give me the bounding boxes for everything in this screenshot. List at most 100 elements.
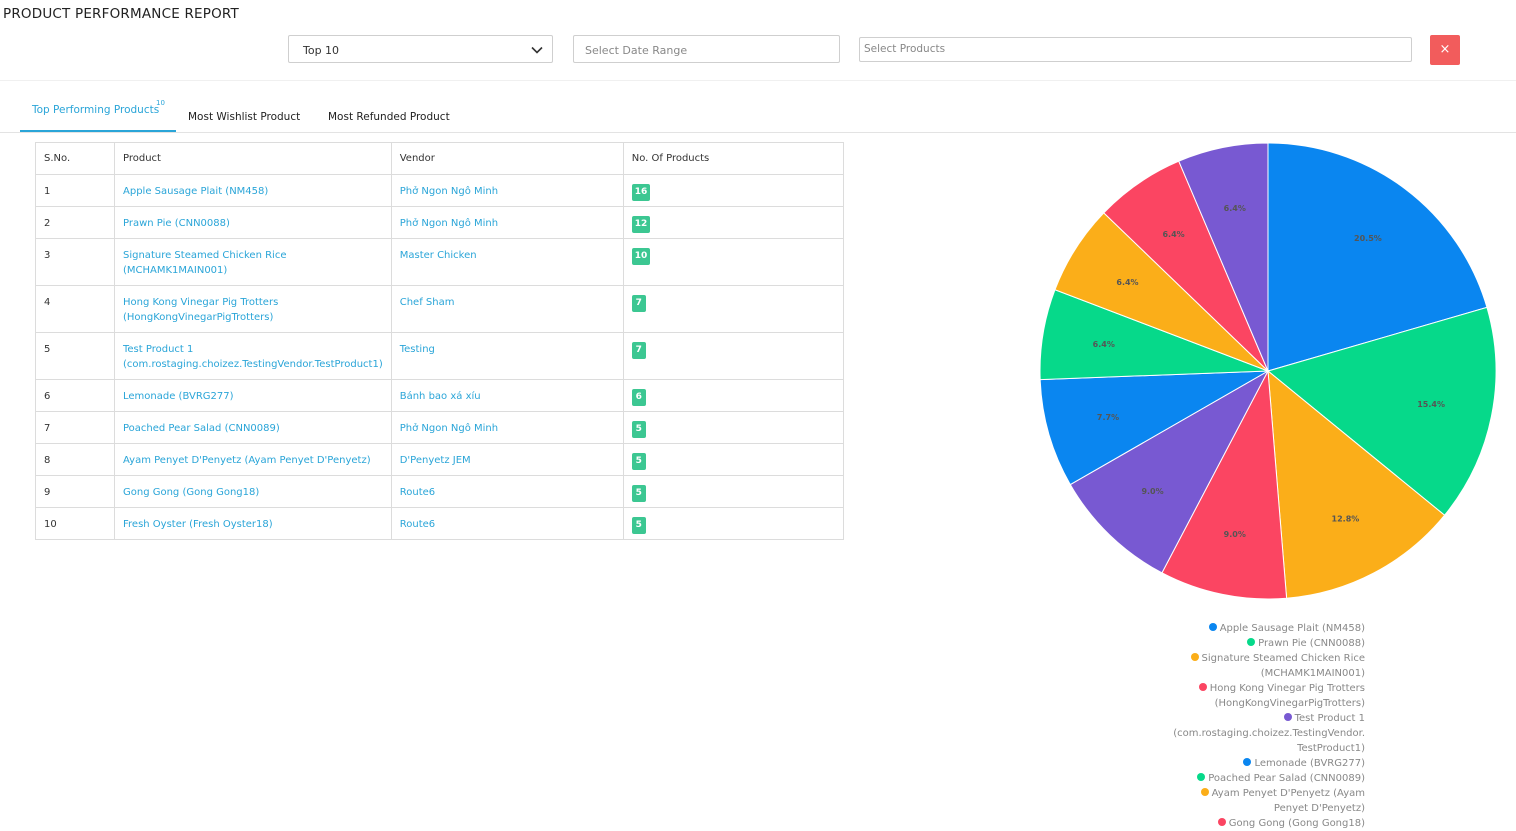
count-cell: 6 — [622, 379, 845, 412]
legend-color-dot — [1208, 623, 1217, 631]
table-row: 2 Prawn Pie (CNN0088) Phở Ngon Ngô Minh 12 — [35, 206, 845, 239]
vendor-link[interactable]: Master Chicken — [390, 238, 624, 286]
report-tabs: Top Performing Products 10 Most Wishlist… — [0, 98, 1516, 133]
table-row: 9 Gong Gong (Gong Gong18) Route6 5 — [35, 475, 845, 508]
count-cell: 10 — [622, 238, 845, 286]
pie-slice[interactable] — [1267, 142, 1488, 372]
product-link[interactable]: Poached Pear Salad (CNN0089) — [114, 411, 392, 444]
count-badge: 7 — [631, 342, 646, 359]
legend-item[interactable]: Hong Kong Vinegar Pig Trotters (HongKongV… — [1150, 681, 1365, 711]
product-link[interactable]: Signature Steamed Chicken Rice (MCHAMK1M… — [114, 238, 392, 286]
legend-label: (com.rostaging.choizez.TestingVendor. — [1150, 726, 1365, 741]
tab-most-refunded-product[interactable]: Most Refunded Product — [316, 98, 456, 132]
count-cell: 7 — [622, 332, 845, 380]
table-body: 1 Apple Sausage Plait (NM458) Phở Ngon Ngô… — [35, 174, 845, 540]
legend-item[interactable]: Prawn Pie (CNN0088) — [1150, 636, 1365, 651]
legend-label: Gong Gong (Gong Gong18) — [1150, 816, 1365, 831]
count-cell: 16 — [622, 174, 845, 207]
legend-item[interactable]: Signature Steamed Chicken Rice (MCHAMK1MA… — [1150, 651, 1365, 681]
tab-count-badge: 10 — [156, 99, 165, 107]
legend-label: Signature Steamed Chicken Rice — [1150, 651, 1365, 666]
legend-item[interactable]: Test Product 1 (com.rostaging.choizez.Tes… — [1150, 711, 1365, 756]
vendor-link[interactable]: Phở Ngon Ngô Minh — [390, 174, 624, 207]
vendor-link[interactable]: Testing — [390, 332, 624, 380]
pie-slice[interactable] — [1266, 306, 1497, 516]
count-badge: 7 — [631, 295, 646, 312]
product-link[interactable]: Gong Gong (Gong Gong18) — [114, 475, 392, 508]
tab-most-wishlist-product[interactable]: Most Wishlist Product — [176, 98, 304, 132]
legend-color-dot — [1198, 683, 1207, 691]
vendor-link[interactable]: Bánh bao xá xíu — [390, 379, 624, 412]
legend-item[interactable]: Lemonade (BVRG277) — [1150, 756, 1365, 771]
product-link[interactable]: Fresh Oyster (Fresh Oyster18) — [114, 507, 392, 540]
column-header-product[interactable]: Product — [114, 142, 392, 175]
pie-slice-label: 9.0% — [1224, 530, 1246, 539]
product-link[interactable]: Apple Sausage Plait (NM458) — [114, 174, 392, 207]
top-n-select[interactable]: Top 10 — [288, 35, 553, 63]
count-badge: 10 — [631, 248, 651, 265]
pie-slice[interactable] — [1161, 369, 1288, 600]
legend-label: Ayam Penyet D'Penyetz (Ayam — [1150, 786, 1365, 801]
product-link[interactable]: Prawn Pie (CNN0088) — [114, 206, 392, 239]
table-row: 10 Fresh Oyster (Fresh Oyster18) Route6 5 — [35, 507, 845, 540]
select-products-input[interactable]: Select Products — [859, 37, 1412, 62]
legend-label: (MCHAMK1MAIN001) — [1150, 666, 1365, 681]
pie-slice-label: 20.5% — [1354, 234, 1382, 243]
legend-item[interactable]: Ayam Penyet D'Penyetz (Ayam Penyet D'Peny… — [1150, 786, 1365, 816]
legend-item[interactable]: Gong Gong (Gong Gong18) — [1150, 816, 1365, 831]
sno-cell: 2 — [35, 206, 115, 239]
product-share-pie-chart: 20.5% 15.4% 12.8% 9.0% 9.0% 7.7% 6.4% 6.4% 6.4% 6… — [1030, 133, 1510, 613]
sno-cell: 3 — [35, 238, 115, 286]
pie-slice-label: 15.4% — [1417, 400, 1445, 409]
legend-item[interactable]: Apple Sausage Plait (NM458) — [1150, 621, 1365, 636]
legend-label: Hong Kong Vinegar Pig Trotters — [1150, 681, 1365, 696]
vendor-link[interactable]: Chef Sham — [390, 285, 624, 333]
legend-text: Gong Gong (Gong Gong18) — [1228, 818, 1365, 829]
count-badge: 5 — [631, 453, 646, 470]
pie-slice[interactable] — [1178, 142, 1269, 372]
vendor-link[interactable]: Phở Ngon Ngô Minh — [390, 411, 624, 444]
pie-slice-label: 12.8% — [1332, 514, 1360, 523]
pie-slice-label: 6.4% — [1116, 278, 1138, 287]
product-link[interactable]: Ayam Penyet D'Penyetz (Ayam Penyet D'Pen… — [114, 443, 392, 476]
date-range-input[interactable]: Select Date Range — [573, 35, 840, 63]
count-cell: 5 — [622, 411, 845, 444]
count-badge: 6 — [631, 389, 646, 406]
legend-item[interactable]: Poached Pear Salad (CNN0089) — [1150, 771, 1365, 786]
clear-filters-button[interactable]: × — [1430, 35, 1460, 65]
pie-slice[interactable] — [1267, 369, 1446, 599]
pie-slice-label: 9.0% — [1141, 487, 1163, 496]
sno-cell: 4 — [35, 285, 115, 333]
product-link[interactable]: Test Product 1 (com.rostaging.choizez.Te… — [114, 332, 392, 380]
pie-slice[interactable] — [1069, 369, 1270, 574]
sno-cell: 5 — [35, 332, 115, 380]
count-cell: 5 — [622, 507, 845, 540]
vendor-link[interactable]: Route6 — [390, 475, 624, 508]
column-header-count[interactable]: No. Of Products — [622, 142, 845, 175]
report-header: PRODUCT PERFORMANCE REPORT Top 10 Select… — [0, 0, 1516, 81]
legend-label: Lemonade (BVRG277) — [1150, 756, 1365, 771]
product-link[interactable]: Lemonade (BVRG277) — [114, 379, 392, 412]
chevron-down-icon — [531, 46, 543, 54]
tab-top-performing-products[interactable]: Top Performing Products 10 — [20, 98, 176, 132]
sno-cell: 7 — [35, 411, 115, 444]
tab-label: Most Refunded Product — [328, 111, 450, 123]
legend-label: Penyet D'Penyetz) — [1150, 801, 1365, 816]
count-cell: 12 — [622, 206, 845, 239]
product-link[interactable]: Hong Kong Vinegar Pig Trotters (HongKong… — [114, 285, 392, 333]
page-title: PRODUCT PERFORMANCE REPORT — [3, 6, 239, 22]
legend-label: Poached Pear Salad (CNN0089) — [1150, 771, 1365, 786]
vendor-link[interactable]: D'Penyetz JEM — [390, 443, 624, 476]
table-row: 4 Hong Kong Vinegar Pig Trotters (HongKon… — [35, 285, 845, 333]
table-row: 5 Test Product 1 (com.rostaging.choizez.T… — [35, 332, 845, 380]
column-header-sno[interactable]: S.No. — [35, 142, 115, 175]
column-header-vendor[interactable]: Vendor — [390, 142, 624, 175]
table-row: 7 Poached Pear Salad (CNN0089) Phở Ngon Ng… — [35, 411, 845, 444]
tab-label: Top Performing Products — [32, 104, 160, 116]
pie-slice-label: 6.4% — [1093, 340, 1115, 349]
chart-legend: Apple Sausage Plait (NM458) Prawn Pie (CN… — [1150, 621, 1365, 831]
count-badge: 16 — [631, 184, 651, 201]
vendor-link[interactable]: Phở Ngon Ngô Minh — [390, 206, 624, 239]
pie-slice[interactable] — [1039, 370, 1269, 486]
vendor-link[interactable]: Route6 — [390, 507, 624, 540]
